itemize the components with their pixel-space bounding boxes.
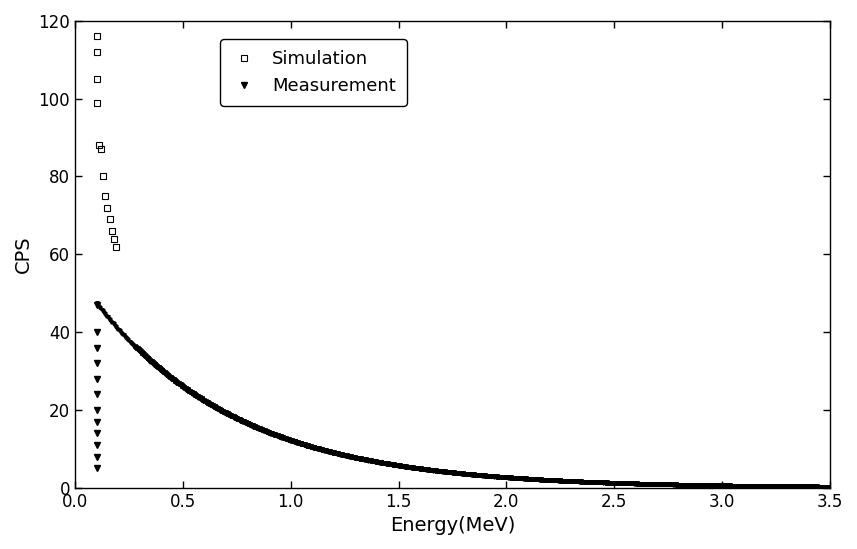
Y-axis label: CPS: CPS (14, 236, 33, 273)
X-axis label: Energy(MeV): Energy(MeV) (390, 516, 515, 535)
Simulation (100, 193, 111, 199)
Measurement (92, 418, 102, 425)
Simulation (98, 173, 108, 180)
Simulation (111, 243, 121, 250)
Legend: Simulation, Measurement: Simulation, Measurement (220, 39, 407, 106)
Simulation (105, 216, 115, 222)
Measurement (92, 360, 102, 367)
Simulation (96, 146, 106, 153)
Measurement (92, 453, 102, 460)
Measurement (92, 376, 102, 382)
Measurement (92, 465, 102, 472)
Measurement (92, 430, 102, 436)
Measurement (92, 301, 102, 308)
Measurement (92, 441, 102, 448)
Measurement (92, 407, 102, 413)
Line: Simulation: Simulation (93, 33, 119, 250)
Line: Measurement: Measurement (93, 301, 100, 472)
Simulation (92, 76, 102, 82)
Measurement (92, 391, 102, 397)
Simulation (92, 33, 102, 40)
Simulation (106, 228, 117, 234)
Simulation (93, 142, 104, 149)
Simulation (102, 204, 112, 211)
Simulation (92, 49, 102, 55)
Measurement (92, 344, 102, 351)
Simulation (92, 99, 102, 106)
Simulation (109, 236, 119, 242)
Measurement (92, 329, 102, 335)
